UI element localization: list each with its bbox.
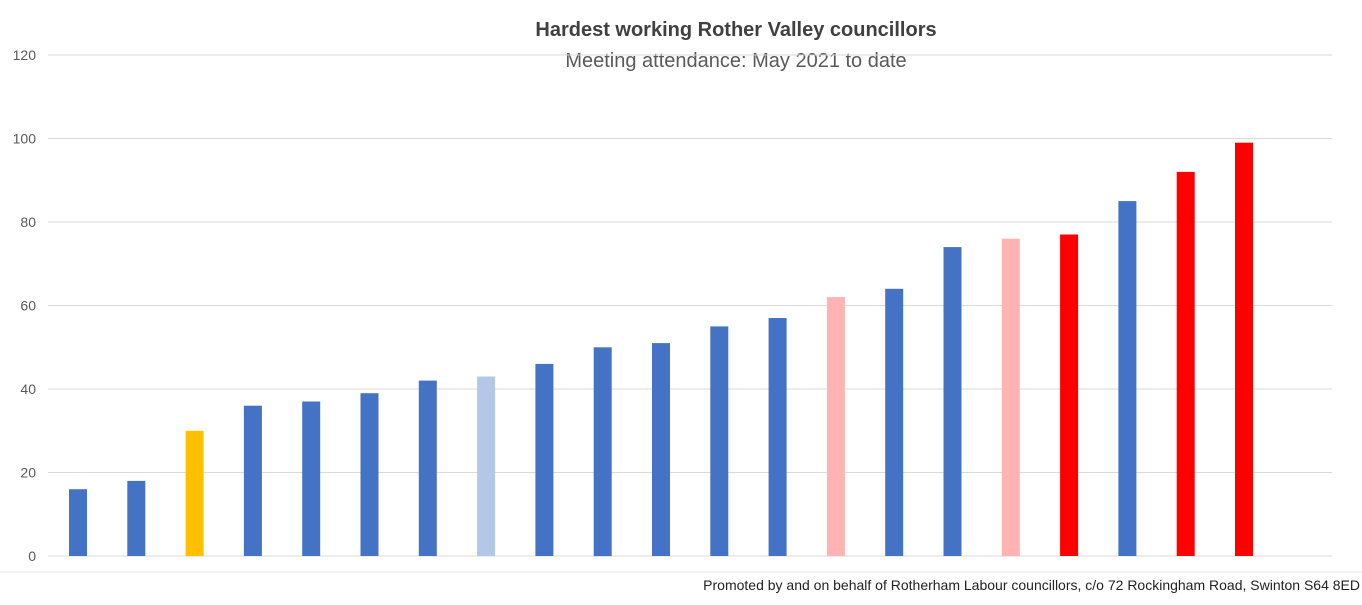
bar	[418, 380, 437, 556]
bar	[302, 401, 321, 556]
bar	[826, 297, 845, 556]
chart-title: Hardest working Rother Valley councillor…	[535, 19, 936, 41]
bar	[243, 405, 262, 556]
bar	[1001, 238, 1020, 556]
y-tick-label: 20	[20, 465, 36, 481]
bar	[1118, 201, 1137, 556]
y-tick-label: 60	[20, 298, 36, 314]
bar	[943, 247, 962, 556]
bar	[477, 376, 496, 556]
bar	[360, 393, 379, 556]
bar	[593, 347, 612, 557]
y-tick-label: 80	[20, 214, 36, 230]
bars	[69, 142, 1253, 557]
bar	[710, 326, 729, 556]
bar	[1235, 142, 1253, 556]
bar	[1060, 234, 1079, 556]
bar	[652, 343, 670, 556]
y-tick-label: 120	[13, 47, 37, 63]
bar	[768, 318, 787, 556]
bar	[535, 363, 554, 556]
y-tick-label: 100	[13, 131, 37, 147]
bar	[127, 480, 146, 556]
y-tick-label: 0	[28, 548, 36, 564]
bar	[1176, 171, 1195, 556]
footer-text: Promoted by and on behalf of Rotherham L…	[703, 577, 1360, 593]
gridlines	[48, 54, 1332, 557]
bar	[885, 288, 904, 556]
bar	[69, 489, 87, 556]
y-tick-label: 40	[20, 381, 36, 397]
chart-subtitle: Meeting attendance: May 2021 to date	[565, 50, 906, 72]
y-axis-ticks: 0 20 40 60 80 100 120	[13, 47, 37, 564]
bar	[185, 430, 204, 557]
